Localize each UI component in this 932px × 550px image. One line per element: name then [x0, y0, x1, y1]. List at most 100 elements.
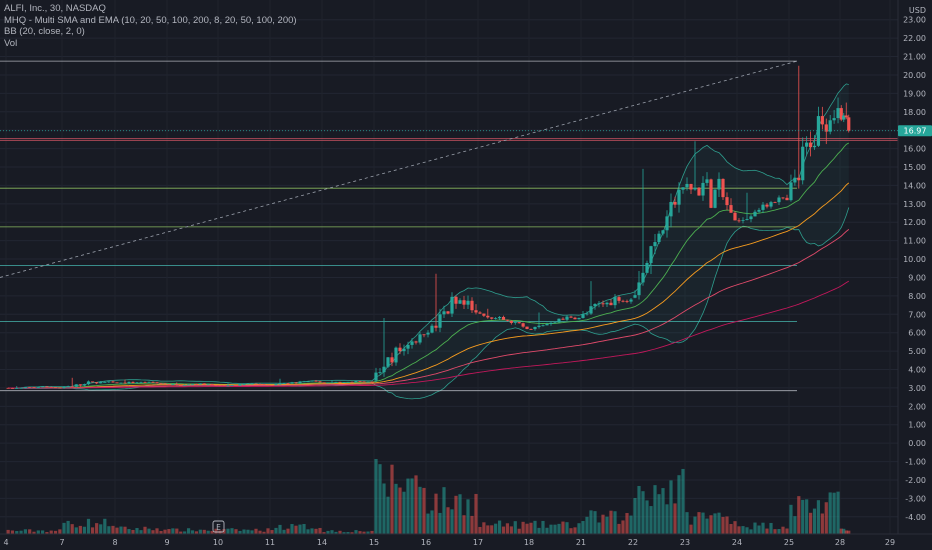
candle-body [378, 372, 382, 373]
candle-body [677, 189, 681, 205]
candle-body [509, 320, 513, 323]
volume-bar [733, 521, 737, 534]
current-price-tag-box [898, 125, 932, 137]
candle-body [745, 219, 749, 221]
volume-bar [306, 529, 310, 534]
volume-bar [23, 529, 27, 534]
candle-body [318, 381, 322, 383]
earnings-marker[interactable]: E [212, 520, 225, 533]
volume-bar [737, 526, 741, 534]
volume-bar [517, 528, 521, 534]
volume-bar [793, 516, 797, 534]
volume-bar [198, 529, 202, 534]
volume-bar [214, 528, 218, 534]
volume-bar [605, 516, 609, 534]
y-tick-label: 8.00 [908, 292, 926, 301]
candle-body [198, 383, 202, 385]
candle-body [179, 384, 183, 386]
volume-bar [709, 515, 713, 534]
indicator-bb-label[interactable]: BB (20, close, 2, 0) [4, 26, 85, 37]
volume-bar [812, 508, 817, 534]
volume-bar [362, 531, 366, 534]
indicator-ma-label[interactable]: MHQ - Multi SMA and EMA (10, 20, 50, 100… [4, 14, 297, 26]
volume-bar [721, 516, 725, 534]
volume-bar [765, 528, 769, 534]
candle-body [242, 384, 246, 385]
price-axis[interactable]: USD 23.0022.0021.0020.0019.0018.0017.001… [897, 0, 932, 534]
candle-body [789, 182, 793, 201]
volume-bar [302, 524, 306, 534]
indicator-vol-label[interactable]: Vol [4, 37, 18, 49]
candle-body [721, 178, 725, 198]
candle-body [234, 385, 238, 386]
symbol-title[interactable]: ALFI, Inc., 30, NASDAQ [4, 3, 106, 14]
x-tick-label: 23 [680, 538, 690, 547]
candle-body [274, 384, 278, 386]
x-tick-label: 25 [784, 538, 794, 547]
y-tick-label: -1.00 [905, 458, 926, 467]
volume-bar [99, 524, 103, 534]
volume-bar [625, 513, 629, 534]
volume-bar [202, 529, 206, 534]
candle-body [613, 297, 617, 306]
candle-body [517, 322, 521, 324]
candle-body [214, 385, 218, 386]
candle-body [458, 300, 462, 304]
volume-bar [665, 504, 669, 534]
volume-bar [49, 530, 53, 534]
volume-bar [609, 510, 613, 534]
candle-body [175, 384, 179, 386]
candle-body [58, 387, 62, 389]
volume-bar [513, 521, 517, 534]
candle-body [23, 387, 27, 388]
volume-bar [95, 523, 99, 534]
candle-body [537, 325, 541, 327]
time-axis[interactable]: 4 7 8 9 10 11 14 15 16 17 18 21 22 23 24 25 28 29 [0, 533, 932, 550]
candle-body [382, 366, 386, 373]
x-tick-label: 15 [369, 538, 379, 547]
y-tick-label: 11.00 [903, 237, 926, 246]
price-axis-background [898, 0, 932, 534]
y-tick-label: 20.00 [903, 71, 926, 80]
candle-body [139, 382, 143, 383]
candle-body [581, 314, 585, 318]
earnings-marker-label: E [216, 523, 221, 532]
volume-bar [593, 511, 597, 534]
volume-bar [131, 529, 135, 534]
volume-bar [801, 499, 805, 534]
candle-body [761, 204, 765, 210]
volume-bar [529, 522, 533, 534]
volume-bar [194, 531, 199, 534]
volume-bar [805, 499, 809, 534]
candle-body [577, 317, 581, 320]
candle-body [709, 179, 713, 208]
volume-bar [454, 495, 458, 534]
candle-body [645, 262, 649, 273]
volume-bar [290, 524, 294, 534]
volume-bar [230, 528, 234, 534]
candle-body [681, 187, 685, 190]
volume-bar [842, 528, 846, 534]
candle-body [844, 115, 848, 118]
candle-body [641, 272, 645, 283]
volume-bar [346, 532, 350, 534]
candle-body [294, 382, 298, 384]
candle-body [781, 197, 785, 199]
time-axis-background [0, 534, 932, 550]
volume-bar [406, 478, 410, 534]
candle-body [222, 385, 226, 386]
candle-body [593, 303, 597, 307]
volume-bar [53, 530, 58, 534]
horizontal-levels[interactable] [0, 60, 898, 392]
y-tick-label: -3.00 [905, 494, 926, 503]
candle-body [238, 384, 242, 386]
volume-bar [183, 531, 187, 534]
candle-body [545, 323, 549, 326]
candle-body [107, 381, 111, 383]
candle-body [186, 384, 191, 386]
candle-body [99, 382, 103, 384]
volume-bar [777, 528, 781, 534]
volume-bar [466, 499, 470, 534]
x-tick-label: 9 [164, 538, 169, 547]
